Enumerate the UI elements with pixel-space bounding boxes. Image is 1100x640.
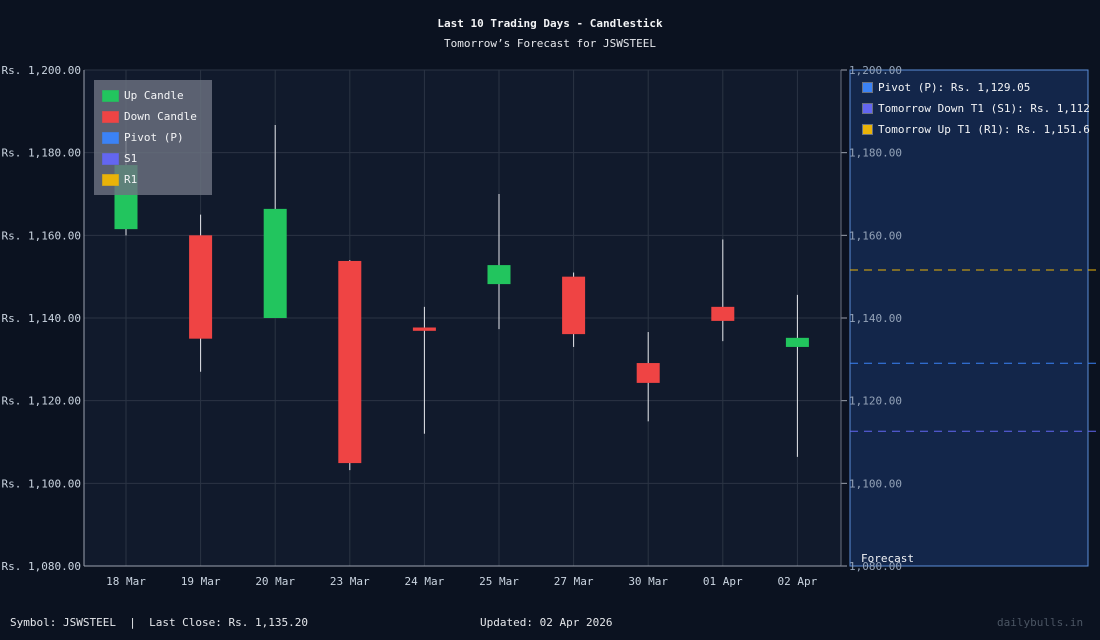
candle-down [711, 306, 735, 321]
y-tick-label-right: 1,120.00 [849, 395, 902, 408]
chart-subtitle: Tomorrow’s Forecast for JSWSTEEL [444, 37, 656, 50]
legend-swatch [102, 153, 119, 165]
x-tick-label: 24 Mar [405, 575, 445, 588]
x-tick-label: 25 Mar [479, 575, 519, 588]
candle-down [562, 276, 586, 335]
forecast-legend-swatch [862, 124, 873, 135]
legend-label: Up Candle [124, 89, 184, 102]
forecast-legend-swatch [862, 82, 873, 93]
y-tick-label-right: 1,180.00 [849, 147, 902, 160]
forecast-legend-swatch [862, 103, 873, 114]
legend-swatch [102, 90, 119, 102]
y-tick-label-right: 1,140.00 [849, 312, 902, 325]
forecast-legend-label: Tomorrow Up T1 (R1): Rs. 1,151.6 [878, 123, 1090, 136]
y-tick-label-right: 1,080.00 [849, 560, 902, 573]
x-tick-label: 02 Apr [778, 575, 818, 588]
footer-brand: dailybulls.in [997, 616, 1084, 629]
candle-down [412, 327, 436, 331]
x-tick-label: 19 Mar [181, 575, 221, 588]
legend-swatch [102, 111, 119, 123]
forecast-legend-label: Pivot (P): Rs. 1,129.05 [878, 81, 1030, 94]
y-tick-label-left: Rs. 1,100.00 [2, 477, 81, 490]
x-tick-label: 01 Apr [703, 575, 743, 588]
candle-up [785, 337, 809, 347]
legend-swatch [102, 132, 119, 144]
legend-label: R1 [124, 173, 137, 186]
y-tick-label-left: Rs. 1,180.00 [2, 147, 81, 160]
x-tick-label: 23 Mar [330, 575, 370, 588]
y-tick-label-left: Rs. 1,160.00 [2, 229, 81, 242]
legend-label: S1 [124, 152, 137, 165]
candle-up [263, 208, 287, 318]
forecast-legend-label: Tomorrow Down T1 (S1): Rs. 1,112 [878, 102, 1090, 115]
legend-swatch [102, 174, 119, 186]
y-tick-label-left: Rs. 1,120.00 [2, 395, 81, 408]
y-tick-label-left: Rs. 1,080.00 [2, 560, 81, 573]
legend-label: Down Candle [124, 110, 197, 123]
legend-label: Pivot (P) [124, 131, 184, 144]
y-tick-label-left: Rs. 1,140.00 [2, 312, 81, 325]
y-tick-label-right: 1,200.00 [849, 64, 902, 77]
candle-down [636, 363, 660, 383]
x-tick-label: 20 Mar [255, 575, 295, 588]
footer-symbol: Symbol: JSWSTEEL | Last Close: Rs. 1,135… [10, 616, 309, 629]
candle-down [338, 260, 362, 464]
x-tick-label: 27 Mar [554, 575, 594, 588]
footer-updated: Updated: 02 Apr 2026 [480, 616, 613, 629]
y-tick-label-left: Rs. 1,200.00 [2, 64, 81, 77]
y-tick-label-right: 1,100.00 [849, 477, 902, 490]
x-tick-label: 18 Mar [106, 575, 146, 588]
candle-up [487, 265, 511, 285]
y-tick-label-right: 1,160.00 [849, 229, 902, 242]
forecast-panel [849, 69, 1089, 567]
forecast-label: Forecast [861, 552, 914, 565]
chart-title: Last 10 Trading Days - Candlestick [437, 17, 663, 30]
x-tick-label: 30 Mar [628, 575, 668, 588]
candle-down [189, 235, 213, 339]
